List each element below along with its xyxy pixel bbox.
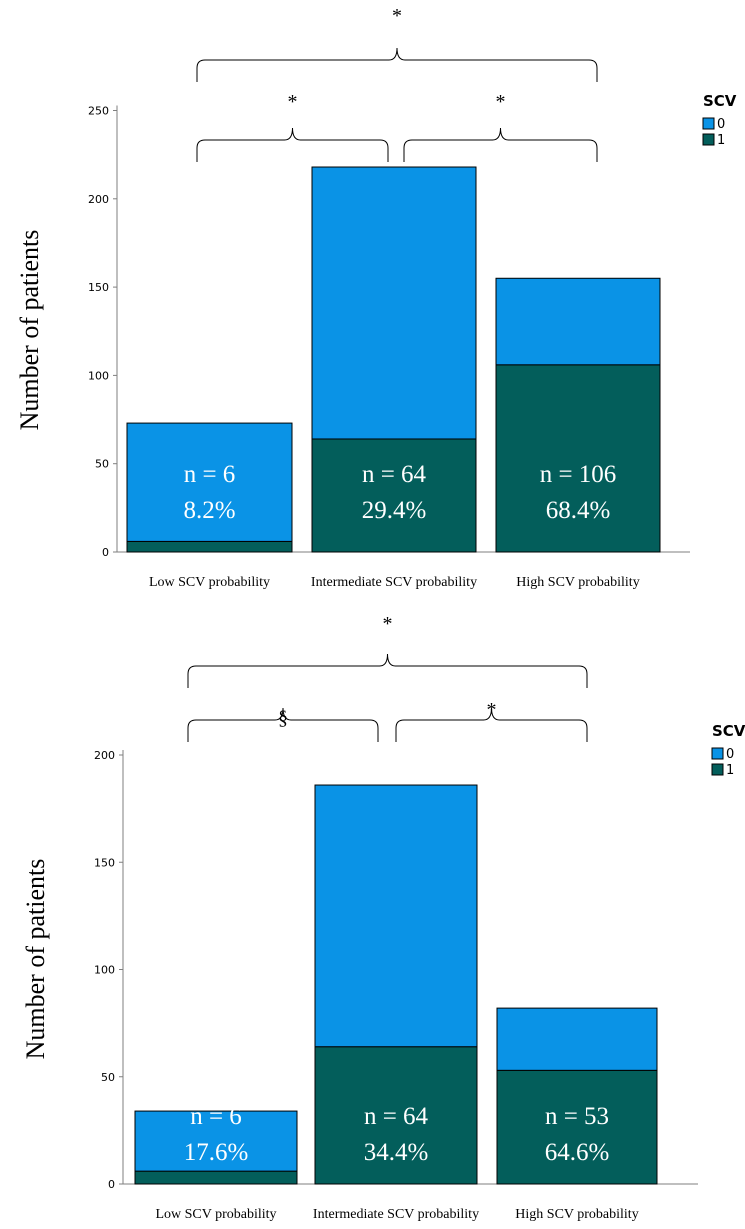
bar-n-label: n = 6: [190, 1103, 242, 1130]
y-tick-label: 200: [88, 193, 109, 206]
bar-scv0-3: [496, 1007, 658, 1071]
y-tick-label: 50: [101, 1071, 115, 1084]
legend-entry-label: 0: [717, 117, 725, 132]
chart-panel-1: 0 50 100 150 200 250 Number of patients n = 6 8.…: [15, 5, 737, 590]
bar-scv1-1: [134, 1170, 298, 1185]
significance-symbol: *: [392, 5, 402, 27]
bar-percent-label: 64.6%: [545, 1139, 610, 1166]
legend-swatch-1: [702, 133, 715, 146]
legend-title: SCV: [712, 722, 745, 740]
y-tick-label: 0: [102, 546, 109, 559]
bar-scv1-3: [496, 1069, 658, 1185]
bar-percent-label: 34.4%: [364, 1139, 429, 1166]
significance-bracket: [196, 127, 389, 162]
y-tick-label: 100: [94, 964, 115, 977]
bar-percent-label: 29.4%: [362, 497, 427, 524]
significance-symbol: §: [278, 707, 288, 729]
x-category-label: High SCV probability: [515, 1207, 638, 1222]
bar-scv0-1: [134, 1110, 298, 1172]
y-tick-label: 100: [88, 369, 109, 382]
bar-percent-label: 68.4%: [546, 497, 611, 524]
legend: SCV 01: [702, 92, 737, 148]
x-category-label: High SCV probability: [516, 575, 639, 590]
bar-scv1-3: [495, 364, 661, 553]
significance-bracket: [395, 707, 588, 742]
significance-symbol: *: [383, 613, 393, 635]
significance-bracket: [187, 707, 379, 742]
y-tick-label: 0: [108, 1178, 115, 1191]
x-category-label: Intermediate SCV probability: [311, 575, 477, 590]
y-tick-label: 150: [88, 281, 109, 294]
bar-n-label: n = 6: [184, 461, 236, 488]
bar-scv0-1: [126, 422, 293, 542]
significance-bracket: [187, 653, 588, 688]
significance-symbol: *: [487, 699, 497, 721]
bar-scv1-2: [314, 1046, 478, 1185]
y-axis-label: Number of patients: [21, 859, 50, 1060]
bar-n-label: n = 106: [540, 461, 617, 488]
chart-panel-2: 0 50 100 150 200 Number of patients n = 6 17.6%…: [21, 613, 745, 1222]
y-tick-label: 200: [94, 749, 115, 762]
legend-swatch-1: [711, 763, 724, 776]
x-category-label: Low SCV probability: [149, 575, 270, 590]
legend-title: SCV: [703, 92, 737, 110]
bar-percent-label: 17.6%: [184, 1139, 249, 1166]
bar-scv0-2: [314, 784, 478, 1048]
y-axis-label: Number of patients: [15, 230, 44, 431]
y-tick-label: 150: [94, 856, 115, 869]
significance-symbol: *: [288, 91, 298, 113]
x-category-label: Intermediate SCV probability: [313, 1207, 479, 1222]
bar-scv1-1: [126, 540, 293, 553]
legend: SCV 01: [711, 722, 745, 778]
y-tick-label: 250: [88, 105, 109, 118]
significance-bracket: [196, 47, 598, 82]
bar-n-label: n = 53: [545, 1103, 609, 1130]
bar-scv0-2: [311, 166, 477, 440]
legend-entry-label: 0: [726, 747, 734, 762]
bar-n-label: n = 64: [362, 461, 427, 488]
bar-n-label: n = 64: [364, 1103, 429, 1130]
bar-scv0-3: [495, 277, 661, 366]
bar-scv1-2: [311, 438, 477, 553]
legend-swatch-0: [702, 117, 715, 130]
legend-entry-label: 1: [726, 763, 734, 778]
x-category-label: Low SCV probability: [155, 1207, 276, 1222]
legend-entry-label: 1: [717, 133, 725, 148]
bar-percent-label: 8.2%: [183, 497, 235, 524]
legend-swatch-0: [711, 747, 724, 760]
y-tick-label: 50: [95, 458, 109, 471]
significance-symbol: *: [496, 91, 506, 113]
significance-bracket: [403, 127, 598, 162]
